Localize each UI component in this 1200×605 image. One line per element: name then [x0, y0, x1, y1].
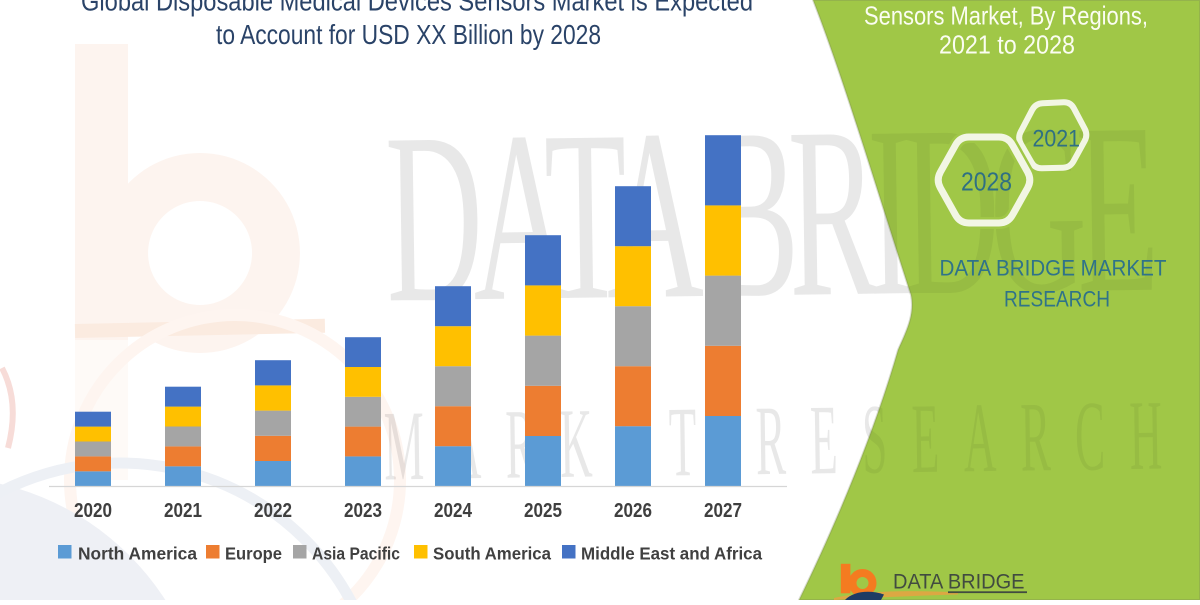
svg-text:Middle East and Africa: Middle East and Africa — [581, 544, 762, 564]
svg-text:DATA BRIDGE: DATA BRIDGE — [893, 570, 1025, 594]
svg-text:Global Disposable Medical Devi: Global Disposable Medical Devices Sensor… — [81, 0, 753, 17]
svg-text:2021 to 2028: 2021 to 2028 — [939, 30, 1075, 60]
svg-text:2027: 2027 — [704, 500, 742, 522]
svg-text:2021: 2021 — [1032, 125, 1080, 152]
svg-text:Asia Pacific: Asia Pacific — [312, 544, 400, 564]
svg-text:Sensors Market, By Regions,: Sensors Market, By Regions, — [864, 1, 1148, 31]
svg-text:South America: South America — [433, 544, 551, 564]
svg-text:2025: 2025 — [524, 500, 562, 522]
svg-text:DATA BRIDGE MARKET: DATA BRIDGE MARKET — [940, 255, 1167, 280]
svg-text:2026: 2026 — [614, 500, 652, 522]
svg-text:to Account for USD XX Billion: to Account for USD XX Billion by 2028 — [216, 19, 601, 50]
svg-text:RESEARCH: RESEARCH — [1004, 287, 1110, 312]
svg-text:2020: 2020 — [74, 500, 112, 522]
svg-text:2028: 2028 — [961, 166, 1012, 196]
svg-text:2021: 2021 — [164, 500, 202, 522]
svg-text:North America: North America — [78, 544, 197, 564]
svg-text:2024: 2024 — [434, 500, 473, 522]
svg-text:2023: 2023 — [344, 500, 382, 522]
svg-text:Europe: Europe — [225, 544, 282, 564]
svg-text:2022: 2022 — [254, 500, 292, 522]
